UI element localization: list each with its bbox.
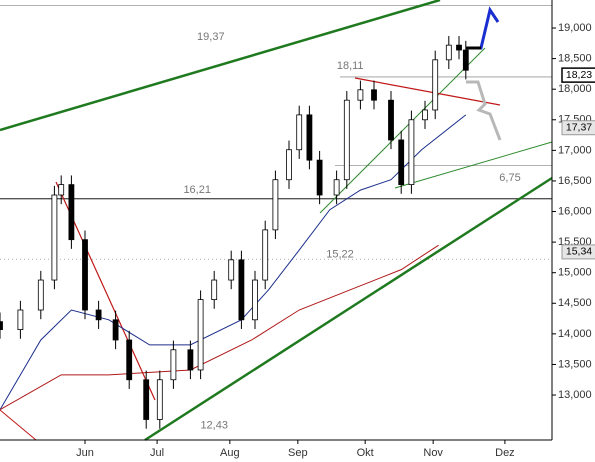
trend-line (144, 176, 553, 442)
candle-body (456, 44, 462, 51)
candle-body (68, 184, 75, 241)
levels (0, 4, 552, 260)
y-tick-label: 13,000 (558, 389, 592, 401)
y-tick-label: 18,000 (558, 83, 592, 95)
candle-body (37, 279, 44, 311)
x-tick-label: Jul (150, 447, 164, 459)
candle-body (112, 319, 119, 341)
trend-line (0, 409, 37, 441)
y-tick-label: 18,500 (558, 53, 592, 65)
moving-average (0, 244, 439, 411)
candle-body (333, 179, 340, 196)
x-tick-label: Jun (76, 447, 94, 459)
candle-body (462, 49, 469, 71)
candle-body (422, 109, 428, 121)
candle-body (143, 379, 150, 420)
annotation: 6,75 (499, 172, 520, 184)
x-tick-label: Okt (357, 447, 374, 459)
x-tick-label: Dez (495, 447, 515, 459)
candle-body (58, 184, 65, 196)
candle-body (126, 339, 133, 381)
candle-body (286, 149, 292, 181)
candle-body (398, 139, 405, 186)
candle-body (82, 239, 88, 311)
y-tick-label: 19,000 (558, 22, 592, 34)
y-tick-label: 14,500 (558, 297, 592, 309)
price-label-box (561, 67, 595, 83)
price-label: 18,23 (566, 69, 592, 81)
candle-body (388, 99, 394, 141)
trend-line (319, 47, 486, 214)
candle-body (262, 229, 269, 281)
annotation: 19,37 (197, 31, 225, 43)
candle-body (306, 114, 313, 161)
price-label: 15,34 (566, 246, 592, 258)
y-tick-label: 14,000 (558, 328, 592, 340)
candle-body (296, 114, 303, 151)
x-tick-label: Aug (220, 447, 240, 459)
y-tick-label: 16,500 (558, 175, 592, 187)
candle-body (408, 119, 415, 186)
annotation: 18,11 (337, 60, 364, 72)
candle-body (51, 194, 58, 281)
trend-line (394, 141, 553, 189)
y-tick-label: 16,000 (558, 205, 592, 217)
candle-body (445, 44, 452, 61)
trend-line (354, 77, 501, 106)
candle-body (343, 99, 350, 181)
candle-body (371, 89, 377, 101)
x-tick-label: Nov (423, 447, 443, 459)
candle-body (228, 259, 235, 281)
annotation: 15,22 (326, 248, 354, 260)
price-label-box (561, 244, 595, 260)
annotation: 16,21 (183, 184, 211, 196)
trend-lines (0, 0, 553, 442)
candle-body (432, 59, 439, 111)
trend-line (0, 0, 441, 132)
y-tick-label: 17,000 (558, 144, 592, 156)
forecast-arrow (466, 6, 500, 50)
candle-body (187, 349, 194, 371)
y-tick-label: 13,500 (558, 358, 592, 370)
candle-body (0, 321, 3, 330)
y-tick-label: 15,000 (558, 267, 592, 279)
candle-body (211, 279, 218, 301)
candle-body (170, 349, 177, 381)
x-tick-label: Sep (288, 447, 308, 459)
price-label: 17,37 (566, 122, 592, 134)
annotation: 12,43 (200, 420, 228, 432)
candle-body (252, 279, 258, 321)
candle-body (17, 309, 24, 330)
candle-body (197, 299, 204, 371)
forecast-arrow (466, 80, 502, 141)
candle-body (357, 89, 364, 101)
candle-body (238, 259, 245, 321)
candle-body (316, 159, 323, 196)
candle-body (95, 309, 102, 321)
candle-body (156, 379, 163, 420)
candle-body (272, 179, 279, 231)
price-label-box (561, 120, 595, 136)
